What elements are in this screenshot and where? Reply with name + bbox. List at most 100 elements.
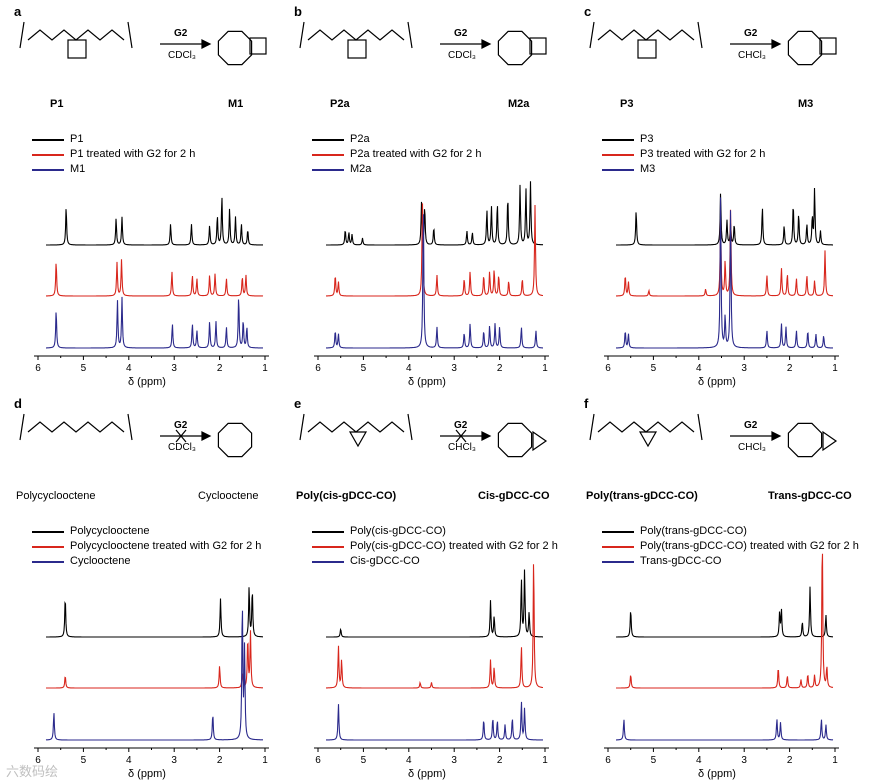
legend-swatch	[602, 530, 634, 533]
legend-entry: P2a treated with G2 for 2 h	[312, 147, 481, 162]
spectrum-black	[616, 586, 833, 638]
legend-text: Trans-gDCC-CO	[640, 555, 722, 567]
x-tick-label: 5	[81, 363, 87, 374]
monomer-name: Cyclooctene	[198, 490, 259, 502]
legend-entry: Poly(trans-gDCC-CO)	[602, 524, 859, 539]
spectrum-blue	[46, 296, 263, 349]
legend-swatch	[312, 138, 344, 141]
reagent-label: G2	[454, 420, 468, 431]
legend-swatch	[312, 560, 344, 563]
legend-swatch	[602, 168, 634, 171]
legend: P1 P1 treated with G2 for 2 h M1	[32, 132, 195, 177]
reaction-scheme	[299, 21, 547, 66]
legend-text: Poly(trans-gDCC-CO)	[640, 525, 747, 537]
x-tick-label: 1	[262, 755, 268, 766]
reaction-scheme	[589, 413, 838, 458]
x-tick-label: 1	[832, 755, 838, 766]
scheme-drawing	[299, 21, 547, 66]
x-axis-title: δ (ppm)	[698, 376, 736, 388]
polymer-name: P1	[50, 98, 64, 110]
legend: P3 P3 treated with G2 for 2 h M3	[602, 132, 765, 177]
panel-label: e	[294, 396, 302, 411]
panel-label: a	[14, 4, 22, 19]
spectrum-red	[326, 564, 543, 689]
legend-text: Poly(cis-gDCC-CO)	[350, 525, 446, 537]
legend-entry: P3	[602, 132, 765, 147]
nmr-spectra: 6 5 4 3 2 1	[34, 197, 269, 374]
solvent-label: CDCl₃	[168, 50, 196, 61]
reaction-scheme	[19, 413, 253, 458]
x-axis-title: δ (ppm)	[408, 376, 446, 388]
x-tick-label: 5	[651, 363, 657, 374]
legend-entry: P3 treated with G2 for 2 h	[602, 147, 765, 162]
legend: Polycyclooctene Polycyclooctene treated w…	[32, 524, 261, 569]
legend-text: Polycyclooctene	[70, 525, 150, 537]
polymer-name: P2a	[330, 98, 350, 110]
legend-text: P3	[640, 133, 654, 145]
scheme-drawing	[299, 413, 548, 458]
panel-label: d	[14, 396, 22, 411]
legend-text: P2a treated with G2 for 2 h	[350, 148, 482, 160]
x-tick-label: 3	[741, 755, 747, 766]
scheme-drawing	[589, 413, 838, 458]
x-tick-label: 6	[35, 755, 41, 766]
x-tick-label: 1	[262, 363, 268, 374]
x-tick-label: 3	[171, 755, 177, 766]
reagent-label: G2	[744, 420, 758, 431]
legend-swatch	[32, 153, 64, 156]
x-axis-title: δ (ppm)	[408, 768, 446, 780]
spectrum-blue	[616, 719, 834, 741]
polymer-name: Poly(cis-gDCC-CO)	[296, 490, 397, 502]
x-tick-label: 1	[542, 755, 548, 766]
polymer-name: Poly(trans-gDCC-CO)	[586, 490, 698, 502]
legend: Poly(cis-gDCC-CO) Poly(cis-gDCC-CO) treat…	[312, 524, 558, 569]
x-tick-label: 4	[696, 363, 702, 374]
legend-entry: Poly(cis-gDCC-CO)	[312, 524, 558, 539]
reaction-scheme	[589, 21, 837, 66]
legend-entry: M2a	[312, 162, 481, 177]
x-tick-label: 4	[406, 755, 412, 766]
legend-text: Poly(cis-gDCC-CO) treated with G2 for 2 …	[350, 540, 558, 552]
spectrum-red	[326, 203, 543, 297]
x-tick-label: 3	[171, 363, 177, 374]
legend-text: Polycyclooctene treated with G2 for 2 h	[70, 540, 262, 552]
legend-entry: P1 treated with G2 for 2 h	[32, 147, 195, 162]
spectrum-red	[46, 259, 264, 297]
x-tick-label: 3	[451, 363, 457, 374]
solvent-label: CDCl₃	[168, 442, 196, 453]
legend-swatch	[312, 168, 344, 171]
x-tick-label: 4	[406, 363, 412, 374]
monomer-name: Cis-gDCC-CO	[478, 490, 550, 502]
legend-text: P1	[70, 133, 84, 145]
spectrum-blue	[45, 610, 263, 741]
x-axis-title: δ (ppm)	[698, 768, 736, 780]
spectrum-red	[46, 630, 263, 689]
scheme-drawing	[19, 413, 253, 458]
x-axis-title: δ (ppm)	[128, 376, 166, 388]
panel-e: e G2 CHCl₃ Poly(cis-gDCC-CO) Cis-gDCC-CO Poly…	[290, 392, 570, 784]
legend-entry: Cyclooctene	[32, 554, 261, 569]
legend-entry: M3	[602, 162, 765, 177]
x-tick-label: 5	[361, 363, 367, 374]
nmr-spectra: 6 5 4 3 2 1	[604, 187, 839, 374]
legend: Poly(trans-gDCC-CO) Poly(trans-gDCC-CO) t…	[602, 524, 859, 569]
x-tick-label: 4	[126, 363, 132, 374]
legend-text: Cis-gDCC-CO	[350, 555, 420, 567]
reagent-label: G2	[174, 420, 188, 431]
legend-text: Poly(trans-gDCC-CO) treated with G2 for …	[640, 540, 859, 552]
x-tick-label: 1	[832, 363, 838, 374]
x-tick-label: 5	[651, 755, 657, 766]
legend-entry: Poly(trans-gDCC-CO) treated with G2 for …	[602, 539, 859, 554]
x-tick-label: 6	[315, 755, 321, 766]
panel-label: f	[584, 396, 589, 411]
x-tick-label: 1	[542, 363, 548, 374]
legend-entry: P1	[32, 132, 195, 147]
legend-text: M1	[70, 163, 86, 175]
legend-text: M3	[640, 163, 656, 175]
monomer-name: M1	[228, 98, 244, 110]
scheme-drawing	[589, 21, 837, 66]
legend-swatch	[32, 530, 64, 533]
x-tick-label: 3	[451, 755, 457, 766]
legend-swatch	[312, 530, 344, 533]
monomer-name: M3	[798, 98, 814, 110]
